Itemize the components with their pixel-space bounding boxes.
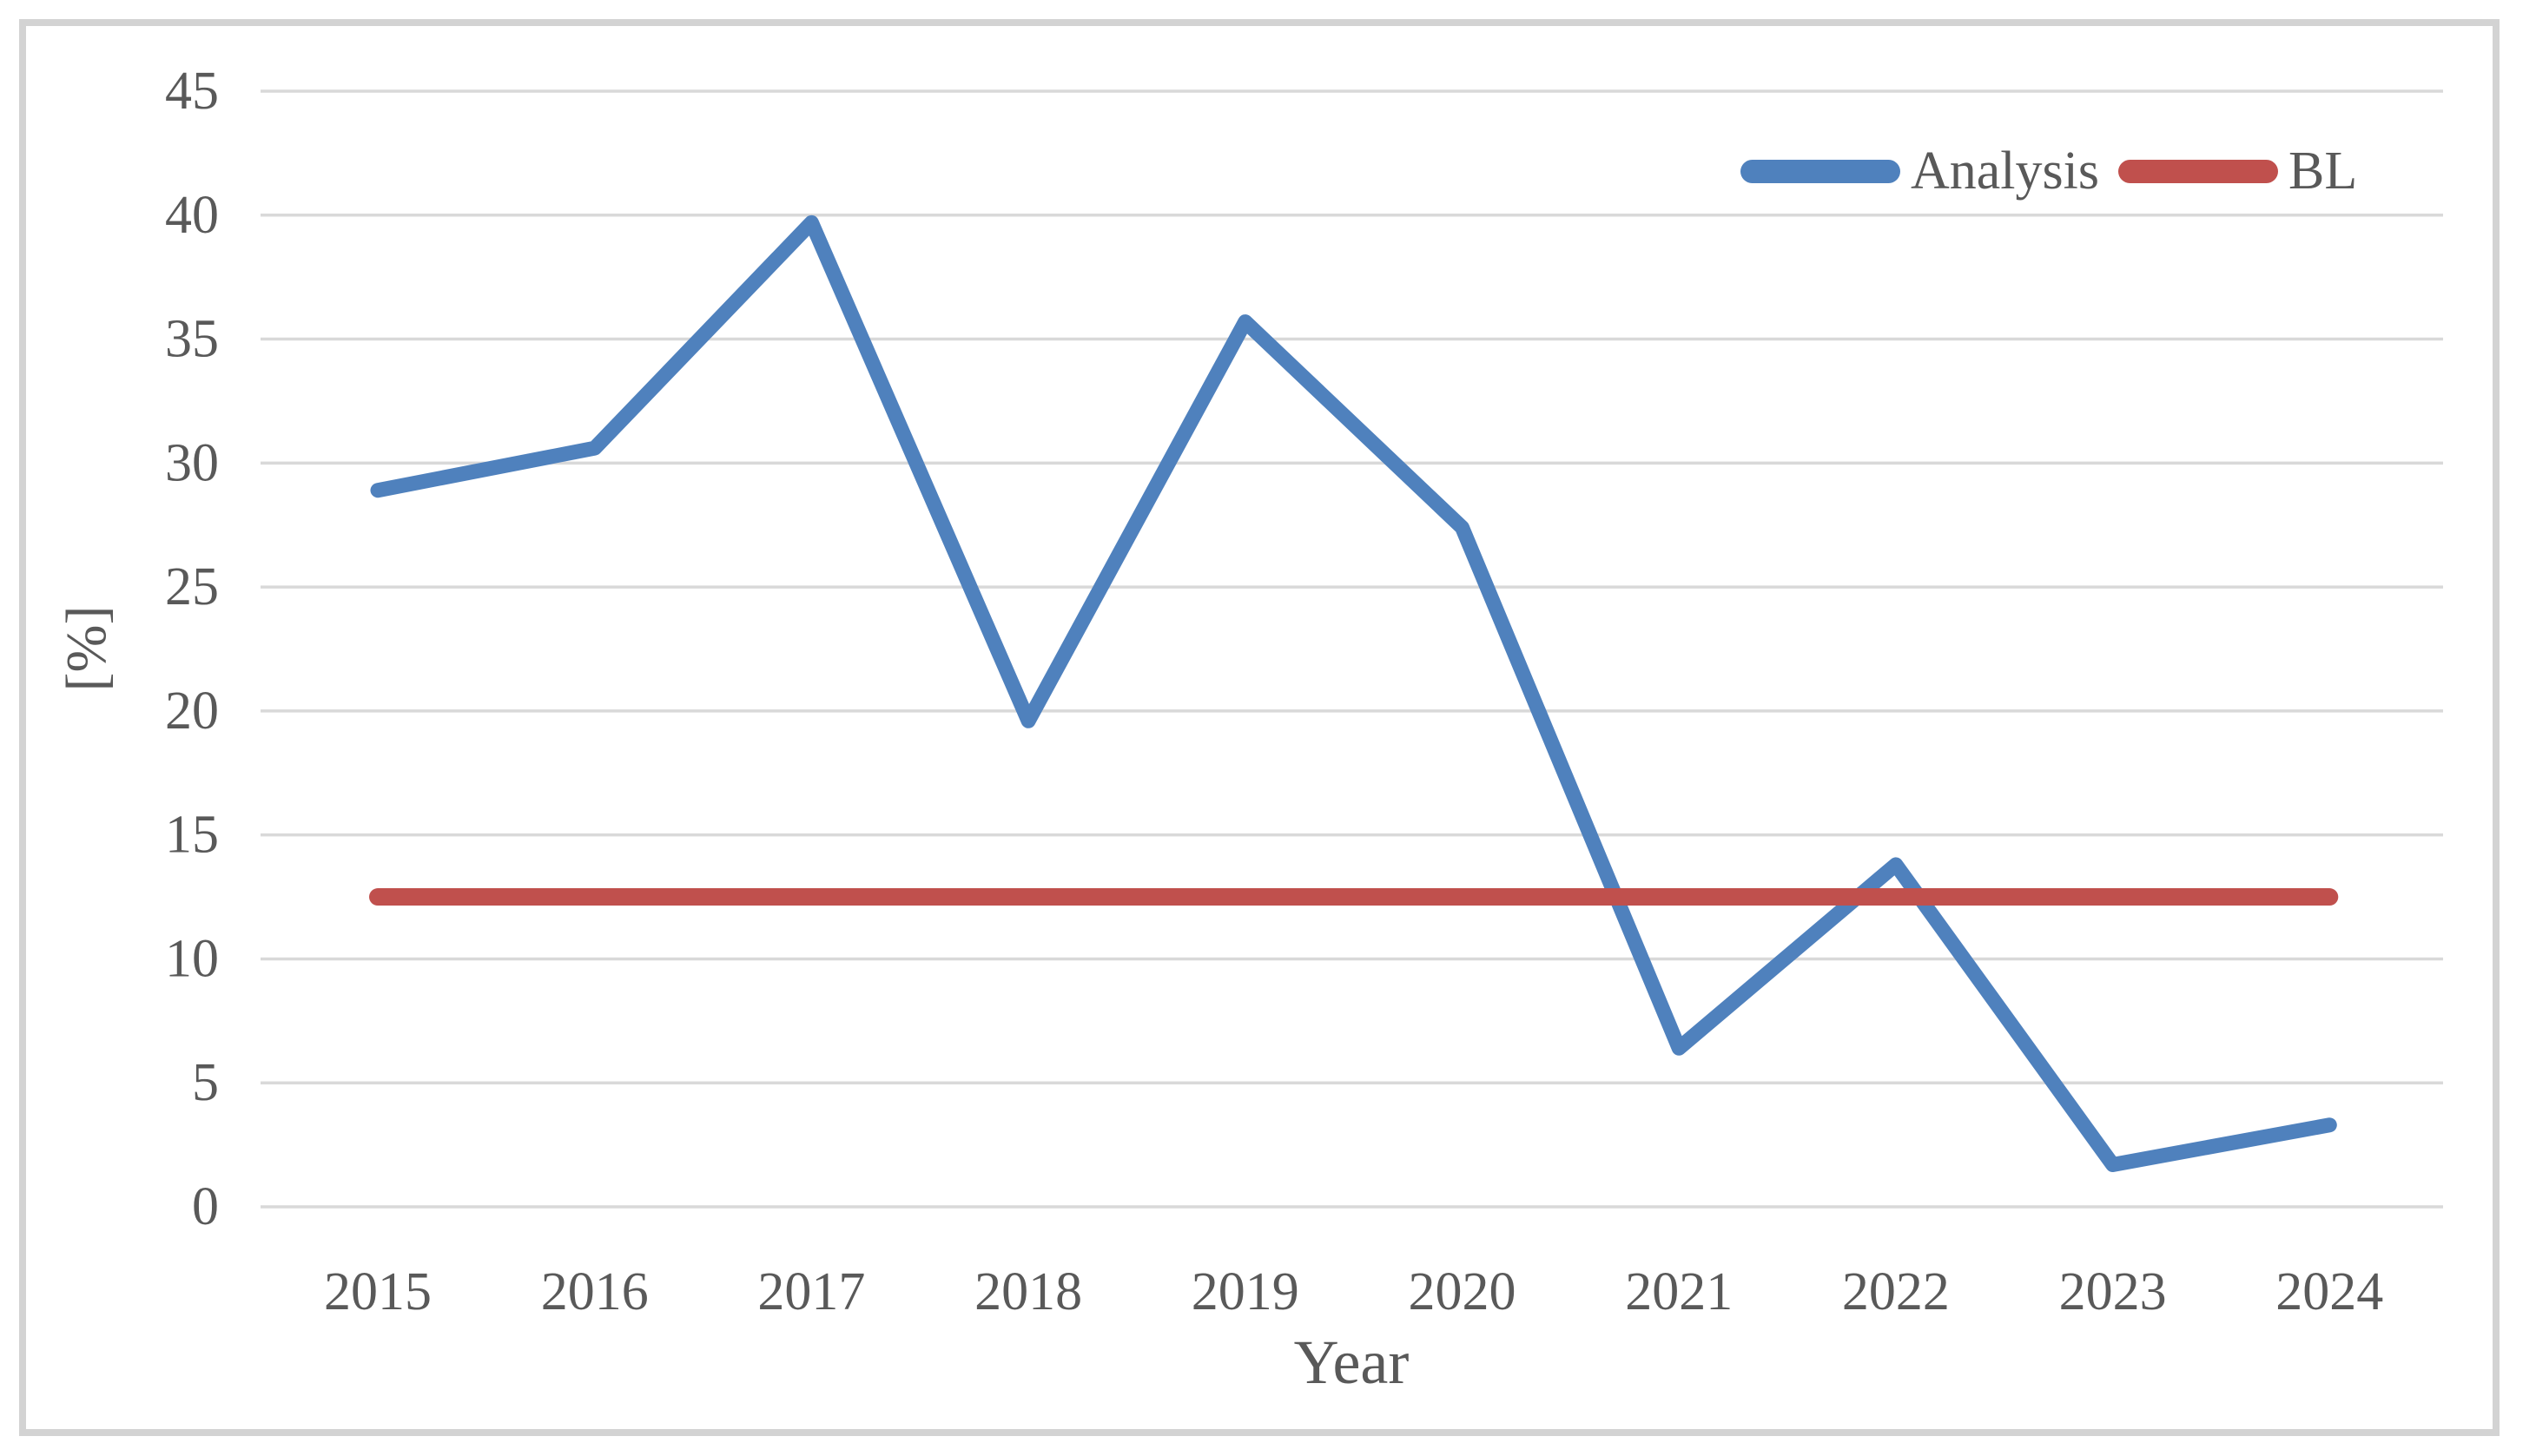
chart-legend: Analysis BL: [1740, 144, 2357, 198]
gridlines: [261, 89, 2443, 1209]
y-tick-label-35: 35: [165, 310, 219, 369]
legend-item-bl: BL: [2118, 144, 2357, 198]
legend-label-analysis: Analysis: [1911, 142, 2099, 201]
x-tick-label-2017: 2017: [757, 1262, 865, 1321]
x-tick-label-2020: 2020: [1409, 1262, 1516, 1321]
x-tick-label-2018: 2018: [974, 1262, 1082, 1321]
legend-label-bl: BL: [2288, 142, 2358, 201]
y-tick-label-20: 20: [165, 682, 219, 741]
y-axis-tick-labels: 0 5 10 15 20 25 30 35 40 45: [165, 62, 219, 1236]
legend-swatch-bl: [2118, 159, 2278, 183]
x-tick-label-2019: 2019: [1192, 1262, 1299, 1321]
x-tick-label-2022: 2022: [1842, 1262, 1950, 1321]
x-tick-label-2021: 2021: [1625, 1262, 1733, 1321]
y-tick-label-40: 40: [165, 186, 219, 245]
data-series-lines: [369, 214, 2339, 1172]
y-axis-title: [%]: [55, 605, 118, 692]
legend-item-analysis: Analysis: [1740, 144, 2099, 198]
x-axis-title: Year: [1293, 1328, 1410, 1397]
y-tick-label-45: 45: [165, 62, 219, 121]
x-tick-label-2023: 2023: [2059, 1262, 2167, 1321]
y-tick-label-25: 25: [165, 557, 219, 616]
y-tick-label-0: 0: [192, 1177, 219, 1236]
series-line-analysis: [370, 214, 2337, 1172]
x-tick-label-2016: 2016: [541, 1262, 649, 1321]
y-tick-label-30: 30: [165, 433, 219, 492]
x-tick-label-2024: 2024: [2275, 1262, 2383, 1321]
y-tick-label-5: 5: [192, 1053, 219, 1112]
x-tick-label-2015: 2015: [324, 1262, 432, 1321]
y-tick-label-15: 15: [165, 806, 219, 865]
y-tick-label-10: 10: [165, 929, 219, 988]
legend-swatch-analysis: [1740, 159, 1900, 183]
x-axis-tick-labels: 2015 2016 2017 2018 2019 2020 2021 2022 2023 2024: [324, 1262, 2383, 1321]
